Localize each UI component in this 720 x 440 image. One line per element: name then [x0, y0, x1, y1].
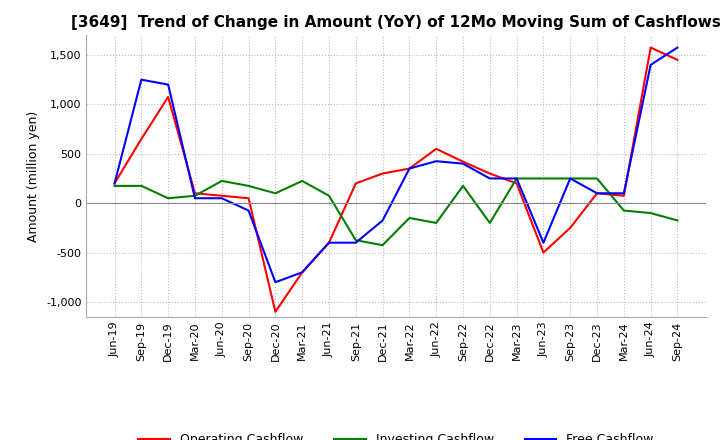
- Legend: Operating Cashflow, Investing Cashflow, Free Cashflow: Operating Cashflow, Investing Cashflow, …: [133, 429, 659, 440]
- Operating Cashflow: [325, 240, 333, 246]
- Free Cashflow: [405, 166, 414, 171]
- Operating Cashflow: [619, 193, 628, 198]
- Investing Cashflow: [298, 178, 307, 183]
- Investing Cashflow: [513, 176, 521, 181]
- Operating Cashflow: [378, 171, 387, 176]
- Operating Cashflow: [351, 181, 360, 186]
- Operating Cashflow: [137, 136, 145, 142]
- Investing Cashflow: [271, 191, 279, 196]
- Investing Cashflow: [351, 238, 360, 243]
- Operating Cashflow: [432, 146, 441, 151]
- Free Cashflow: [619, 191, 628, 196]
- Investing Cashflow: [378, 242, 387, 248]
- Operating Cashflow: [566, 225, 575, 231]
- Investing Cashflow: [485, 220, 494, 226]
- Operating Cashflow: [647, 45, 655, 50]
- Operating Cashflow: [217, 193, 226, 198]
- Free Cashflow: [217, 196, 226, 201]
- Line: Free Cashflow: Free Cashflow: [114, 48, 678, 282]
- Operating Cashflow: [459, 159, 467, 164]
- Free Cashflow: [298, 270, 307, 275]
- Investing Cashflow: [647, 210, 655, 216]
- Free Cashflow: [566, 176, 575, 181]
- Investing Cashflow: [432, 220, 441, 226]
- Free Cashflow: [539, 240, 548, 246]
- Free Cashflow: [647, 62, 655, 67]
- Free Cashflow: [673, 45, 682, 50]
- Investing Cashflow: [137, 183, 145, 188]
- Free Cashflow: [271, 279, 279, 285]
- Line: Operating Cashflow: Operating Cashflow: [114, 48, 678, 312]
- Operating Cashflow: [298, 270, 307, 275]
- Free Cashflow: [164, 82, 173, 87]
- Free Cashflow: [191, 196, 199, 201]
- Operating Cashflow: [539, 250, 548, 255]
- Free Cashflow: [137, 77, 145, 82]
- Free Cashflow: [485, 176, 494, 181]
- Investing Cashflow: [673, 218, 682, 223]
- Investing Cashflow: [459, 183, 467, 188]
- Investing Cashflow: [244, 183, 253, 188]
- Free Cashflow: [459, 161, 467, 166]
- Y-axis label: Amount (million yen): Amount (million yen): [27, 110, 40, 242]
- Free Cashflow: [593, 191, 601, 196]
- Operating Cashflow: [191, 191, 199, 196]
- Free Cashflow: [110, 181, 119, 186]
- Investing Cashflow: [593, 176, 601, 181]
- Free Cashflow: [513, 176, 521, 181]
- Investing Cashflow: [217, 178, 226, 183]
- Operating Cashflow: [244, 196, 253, 201]
- Investing Cashflow: [164, 196, 173, 201]
- Operating Cashflow: [513, 181, 521, 186]
- Free Cashflow: [378, 218, 387, 223]
- Operating Cashflow: [673, 57, 682, 62]
- Investing Cashflow: [566, 176, 575, 181]
- Free Cashflow: [325, 240, 333, 246]
- Investing Cashflow: [325, 193, 333, 198]
- Operating Cashflow: [485, 171, 494, 176]
- Investing Cashflow: [110, 183, 119, 188]
- Operating Cashflow: [405, 166, 414, 171]
- Operating Cashflow: [164, 94, 173, 99]
- Operating Cashflow: [110, 181, 119, 186]
- Title: [3649]  Trend of Change in Amount (YoY) of 12Mo Moving Sum of Cashflows: [3649] Trend of Change in Amount (YoY) o…: [71, 15, 720, 30]
- Investing Cashflow: [191, 193, 199, 198]
- Free Cashflow: [244, 208, 253, 213]
- Investing Cashflow: [405, 215, 414, 220]
- Investing Cashflow: [539, 176, 548, 181]
- Operating Cashflow: [593, 191, 601, 196]
- Line: Investing Cashflow: Investing Cashflow: [114, 179, 678, 245]
- Free Cashflow: [351, 240, 360, 246]
- Investing Cashflow: [619, 208, 628, 213]
- Operating Cashflow: [271, 309, 279, 315]
- Free Cashflow: [432, 158, 441, 164]
